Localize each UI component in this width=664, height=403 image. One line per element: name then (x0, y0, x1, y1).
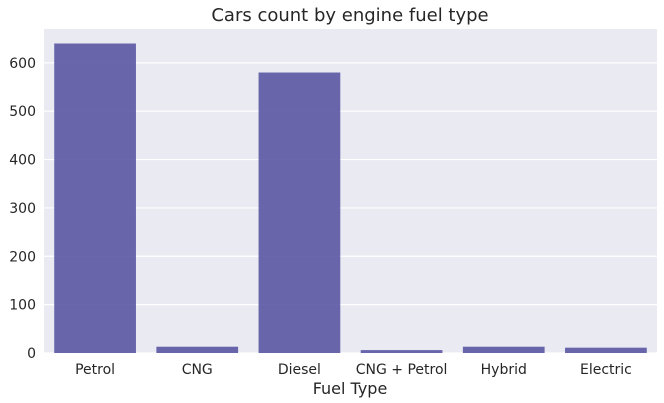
bars (54, 43, 647, 354)
bar-cng (156, 346, 239, 353)
y-axis-ticks: 0 100 200 300 400 500 600 (9, 56, 36, 362)
x-tick-label: Electric (580, 362, 632, 378)
x-tick-label: Petrol (75, 362, 115, 378)
plot-area (44, 29, 657, 353)
y-tick-label: 600 (9, 56, 36, 72)
bar-electric (565, 347, 647, 353)
gridlines (44, 62, 657, 354)
x-tick-label: Hybrid (481, 362, 527, 378)
x-tick-label: Diesel (278, 362, 321, 378)
bar-hybrid (462, 346, 545, 353)
y-tick-label: 100 (9, 298, 36, 314)
bar-petrol (54, 43, 136, 354)
y-tick-label: 200 (9, 249, 36, 265)
bar-cng-petrol (360, 350, 443, 353)
chart-title: Cars count by engine fuel type (211, 5, 488, 26)
y-tick-label: 0 (27, 346, 36, 362)
x-tick-label: CNG (182, 362, 213, 378)
bar-diesel (258, 72, 341, 353)
y-tick-label: 500 (9, 104, 36, 120)
x-axis-ticks: Petrol CNG Diesel CNG + Petrol Hybrid Electri… (75, 362, 632, 378)
y-tick-label: 300 (9, 201, 36, 217)
x-tick-label: CNG + Petrol (356, 362, 448, 378)
y-tick-label: 400 (9, 153, 36, 169)
x-axis-label: Fuel Type (313, 379, 388, 398)
